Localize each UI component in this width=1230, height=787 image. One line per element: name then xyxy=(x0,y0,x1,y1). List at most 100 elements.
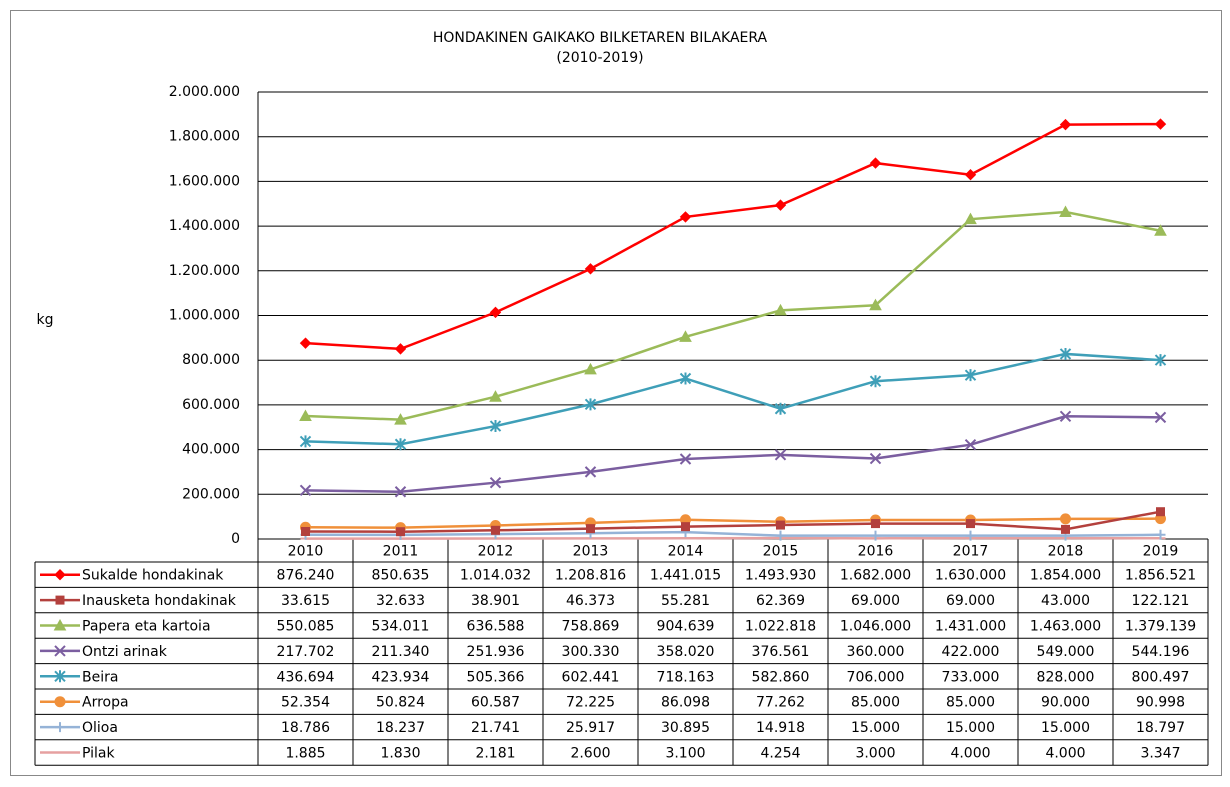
marker-shape xyxy=(53,618,67,631)
table-value: 15.000 xyxy=(946,720,995,736)
table-value: 55.281 xyxy=(661,593,710,609)
table-value: 18.797 xyxy=(1136,720,1185,736)
marker-shape xyxy=(774,303,787,316)
table-value: 4.000 xyxy=(1045,746,1085,762)
marker xyxy=(1155,529,1166,540)
marker-shape xyxy=(679,453,692,465)
y-tick-label: 1.600.000 xyxy=(169,173,240,189)
table-value: 904.639 xyxy=(657,619,715,635)
marker-shape xyxy=(1154,118,1167,130)
marker xyxy=(965,530,976,541)
marker xyxy=(54,568,66,581)
table-value: 62.369 xyxy=(756,593,805,609)
table-value: 544.196 xyxy=(1132,644,1190,660)
marker xyxy=(776,520,785,530)
marker-shape xyxy=(1060,513,1071,525)
marker-shape xyxy=(1154,354,1167,367)
marker-shape xyxy=(1059,410,1072,423)
table-value: 38.901 xyxy=(471,593,520,609)
table-value: 251.936 xyxy=(467,644,525,660)
table-value: 549.000 xyxy=(1037,644,1095,660)
x-tick-label: 2010 xyxy=(288,544,324,560)
x-tick-label: 2017 xyxy=(953,544,989,560)
marker-shape xyxy=(299,337,312,349)
marker xyxy=(54,696,66,708)
table-value: 3.347 xyxy=(1140,746,1180,762)
marker xyxy=(394,343,407,355)
marker-shape xyxy=(584,263,597,275)
marker-shape xyxy=(584,398,597,411)
marker xyxy=(55,722,65,733)
series-line xyxy=(305,122,1161,351)
y-tick-label: 800.000 xyxy=(182,352,240,368)
y-tick-label: 1.800.000 xyxy=(169,129,240,145)
table-value: 602.441 xyxy=(562,669,620,685)
table-value: 376.561 xyxy=(752,644,810,660)
table-value: 1.046.000 xyxy=(840,619,911,635)
table-value: 423.934 xyxy=(372,669,430,685)
marker-shape xyxy=(394,438,407,451)
marker xyxy=(869,452,882,465)
y-tick-label: 1.000.000 xyxy=(169,308,240,324)
table-value: 1.431.000 xyxy=(935,619,1006,635)
marker-shape xyxy=(679,372,692,385)
table-value: 14.918 xyxy=(756,720,805,736)
marker xyxy=(54,645,66,657)
legend-label: Ontzi arinak xyxy=(82,644,168,660)
table-value: 534.011 xyxy=(372,619,430,635)
marker-shape xyxy=(54,645,66,657)
table-value: 90.000 xyxy=(1041,695,1090,711)
marker-shape xyxy=(1156,507,1165,517)
table-value: 69.000 xyxy=(851,593,900,609)
table-value: 60.587 xyxy=(471,695,520,711)
marker xyxy=(679,453,692,465)
marker xyxy=(53,618,67,631)
table-value: 52.354 xyxy=(281,695,330,711)
table-value: 30.895 xyxy=(661,720,710,736)
legend-label: Arropa xyxy=(82,695,129,711)
table-value: 850.635 xyxy=(372,568,430,584)
marker-shape xyxy=(869,157,882,169)
table-value: 46.373 xyxy=(566,593,615,609)
x-tick-label: 2018 xyxy=(1048,544,1084,560)
table-value: 800.497 xyxy=(1132,669,1190,685)
table-value: 1.630.000 xyxy=(935,568,1006,584)
marker-shape xyxy=(396,527,405,537)
marker xyxy=(396,527,405,537)
marker-shape xyxy=(1061,524,1070,534)
marker xyxy=(394,486,407,498)
y-tick-label: 400.000 xyxy=(182,442,240,458)
table-value: 1.856.521 xyxy=(1125,568,1196,584)
marker-shape xyxy=(869,298,882,311)
series-line xyxy=(305,210,1161,421)
table-value: 4.000 xyxy=(950,746,990,762)
table-value: 1.854.000 xyxy=(1030,568,1101,584)
x-tick-label: 2013 xyxy=(573,544,609,560)
table-value: 358.020 xyxy=(657,644,715,660)
marker xyxy=(586,524,595,534)
marker-shape xyxy=(964,212,977,225)
marker xyxy=(1060,513,1071,525)
table-value: 18.237 xyxy=(376,720,425,736)
table-value: 1.441.015 xyxy=(650,568,721,584)
marker xyxy=(775,530,786,541)
marker xyxy=(869,375,882,388)
marker xyxy=(584,263,597,275)
legend-label: Sukalde hondakinak xyxy=(82,568,224,584)
marker-shape xyxy=(489,306,502,319)
x-tick-label: 2015 xyxy=(763,544,799,560)
marker-shape xyxy=(681,522,690,532)
marker-shape xyxy=(1155,529,1166,540)
marker-shape xyxy=(966,519,975,529)
y-axis-label: kg xyxy=(37,312,54,328)
marker-shape xyxy=(489,420,502,433)
table-value: 1.379.139 xyxy=(1125,619,1196,635)
table-value: 217.702 xyxy=(277,644,335,660)
marker-shape xyxy=(1154,224,1167,236)
marker xyxy=(1059,410,1072,423)
marker xyxy=(299,409,312,422)
table-value: 706.000 xyxy=(847,669,905,685)
marker-shape xyxy=(1059,205,1072,218)
marker xyxy=(54,670,66,683)
x-tick-label: 2011 xyxy=(383,544,419,560)
